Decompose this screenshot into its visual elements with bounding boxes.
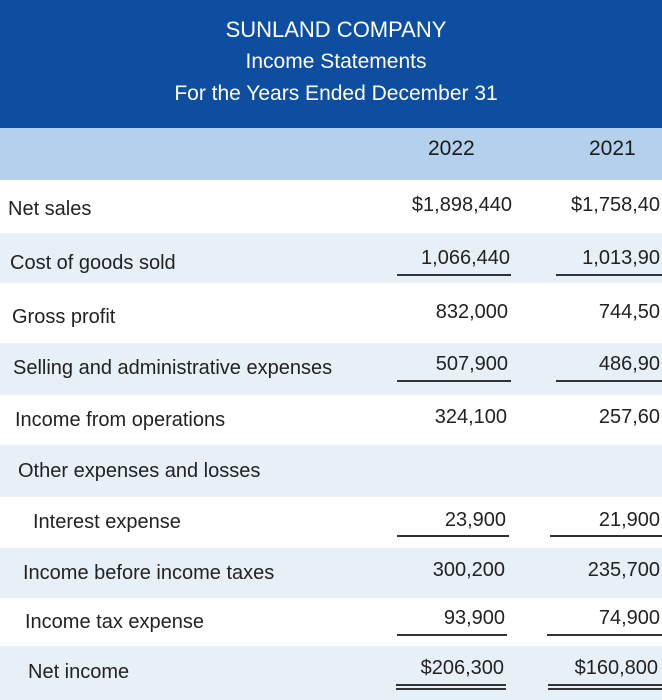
underline-interest-2022	[397, 535, 509, 537]
row-band-other	[0, 445, 662, 497]
income-tax-2022: 93,900	[443, 607, 505, 629]
cogs-2021: 1,013,90	[582, 247, 660, 269]
double-underline-net-income-2022-b	[396, 688, 506, 690]
net-income-2022: $206,300	[420, 657, 504, 679]
statement-period: For the Years Ended December 31	[174, 82, 498, 105]
column-header-2022: 2022	[428, 137, 475, 160]
cogs-2022: 1,066,440	[421, 247, 510, 269]
row-band-net-income	[0, 646, 662, 700]
underline-selling-2021	[556, 380, 662, 382]
gross-profit-2022: 832,000	[435, 301, 508, 323]
gross-profit-2021: 744,50	[598, 301, 660, 323]
company-name: SUNLAND COMPANY	[225, 17, 447, 42]
double-underline-net-income-2021-b	[548, 688, 662, 690]
income-before-taxes-2021: 235,700	[587, 559, 660, 581]
row-label-income-before-taxes: Income before income taxes	[23, 562, 275, 584]
column-header-2021: 2021	[589, 137, 636, 160]
double-underline-net-income-2021-a	[548, 684, 662, 686]
row-label-other-expenses: Other expenses and losses	[18, 460, 261, 482]
income-ops-2022: 324,100	[434, 406, 507, 428]
row-label-selling-admin: Selling and administrative expenses	[13, 357, 333, 379]
underline-interest-2021	[550, 535, 662, 537]
underline-selling-2022	[397, 380, 511, 382]
underline-tax-2021	[547, 634, 662, 636]
statement-name: Income Statements	[245, 50, 427, 73]
net-income-2021: $160,800	[574, 657, 658, 679]
net-sales-2022: $1,898,440	[411, 194, 512, 216]
underline-cogs-2021	[556, 274, 662, 276]
income-ops-2021: 257,60	[598, 406, 660, 428]
column-header-band	[0, 128, 662, 180]
row-label-net-income: Net income	[28, 661, 130, 683]
double-underline-net-income-2022-a	[396, 684, 506, 686]
selling-admin-2022: 507,900	[435, 353, 508, 375]
row-band-cogs	[0, 233, 662, 283]
underline-tax-2022	[397, 634, 507, 636]
income-tax-2021: 74,900	[598, 607, 660, 629]
net-sales-2021: $1,758,40	[571, 194, 660, 216]
underline-cogs-2022	[397, 274, 511, 276]
row-label-income-tax-expense: Income tax expense	[25, 611, 204, 633]
row-band-income-before-taxes	[0, 548, 662, 598]
interest-expense-2022: 23,900	[444, 509, 506, 531]
row-label-income-from-operations: Income from operations	[15, 409, 226, 431]
row-label-net-sales: Net sales	[8, 198, 92, 220]
interest-expense-2021: 21,900	[598, 509, 660, 531]
row-band-selling	[0, 343, 662, 395]
row-label-gross-profit: Gross profit	[12, 306, 116, 328]
income-before-taxes-2022: 300,200	[432, 559, 505, 581]
statement-title-block: SUNLAND COMPANY Income Statements For th…	[0, 0, 662, 128]
row-label-cost-of-goods-sold: Cost of goods sold	[10, 252, 176, 274]
selling-admin-2021: 486,90	[598, 353, 660, 375]
row-label-interest-expense: Interest expense	[33, 511, 181, 533]
